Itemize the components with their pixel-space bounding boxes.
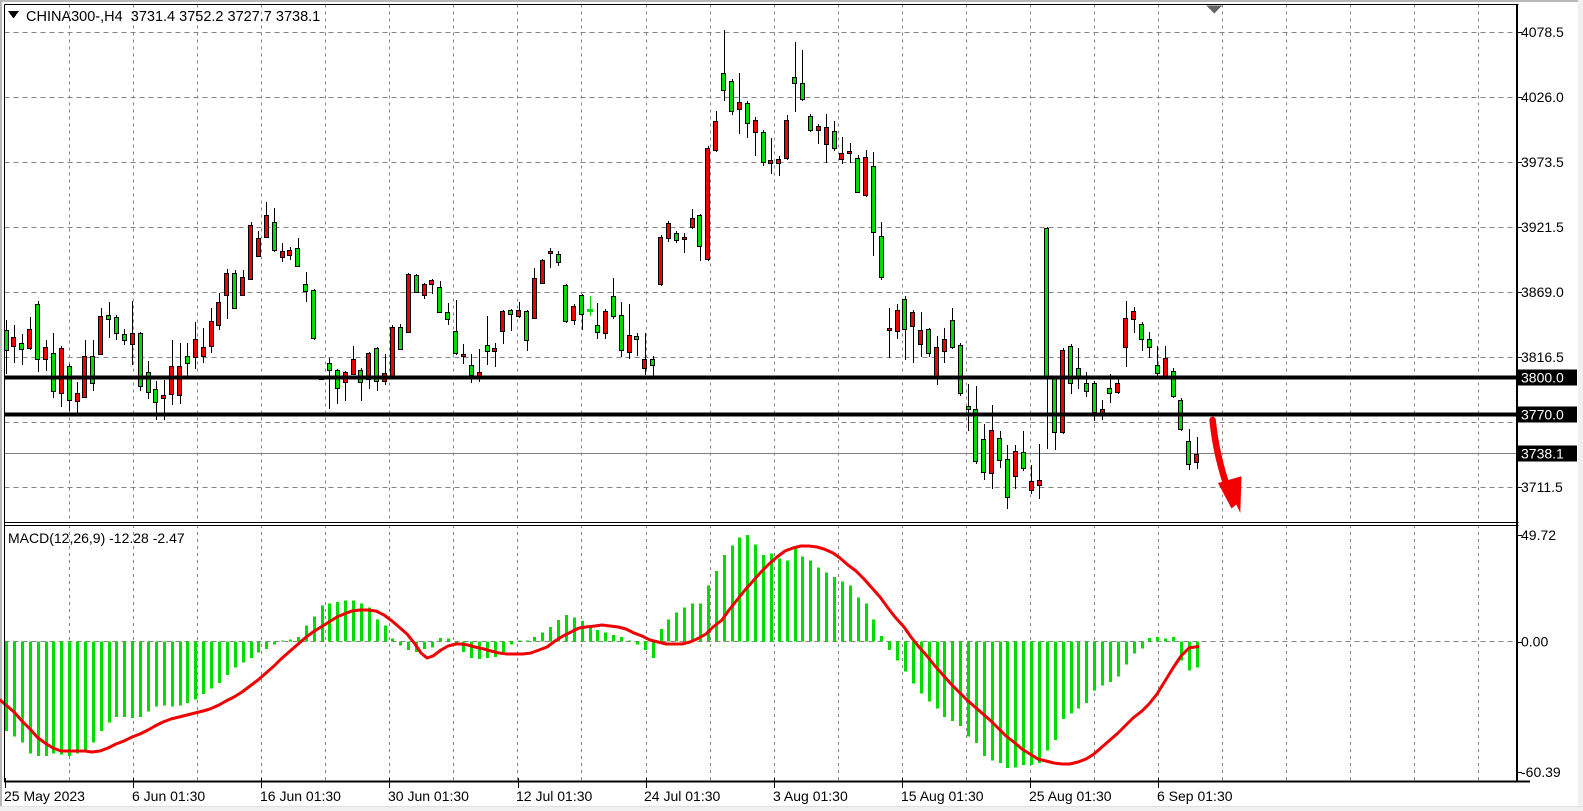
svg-text:15 Aug 01:30: 15 Aug 01:30: [901, 788, 984, 804]
svg-text:12 Jul 01:30: 12 Jul 01:30: [516, 788, 592, 804]
svg-text:3 Aug 01:30: 3 Aug 01:30: [773, 788, 848, 804]
svg-text:6 Jun 01:30: 6 Jun 01:30: [132, 788, 205, 804]
svg-text:4026.0: 4026.0: [1521, 89, 1564, 105]
svg-text:25 May 2023: 25 May 2023: [4, 788, 85, 804]
svg-text:3869.0: 3869.0: [1521, 284, 1564, 300]
svg-text:30 Jun 01:30: 30 Jun 01:30: [388, 788, 469, 804]
svg-text:-60.39: -60.39: [1521, 764, 1561, 780]
svg-text:25 Aug 01:30: 25 Aug 01:30: [1029, 788, 1112, 804]
svg-text:3711.5: 3711.5: [1521, 479, 1563, 495]
svg-text:6 Sep 01:30: 6 Sep 01:30: [1157, 788, 1233, 804]
svg-text:3816.5: 3816.5: [1521, 349, 1564, 365]
svg-text:3738.1: 3738.1: [1521, 446, 1564, 462]
svg-text:3973.5: 3973.5: [1521, 154, 1564, 170]
svg-text:24 Jul 01:30: 24 Jul 01:30: [644, 788, 720, 804]
svg-text:CHINA300-,H4 3731.4 3752.2 37: CHINA300-,H4 3731.4 3752.2 3727.7 3738.1: [26, 9, 320, 25]
svg-text:4078.5: 4078.5: [1521, 24, 1564, 40]
svg-text:0.00: 0.00: [1521, 634, 1548, 650]
svg-text:3800.0: 3800.0: [1521, 370, 1564, 386]
svg-text:49.72: 49.72: [1521, 527, 1556, 543]
svg-text:MACD(12,26,9) -12.28 -2.47: MACD(12,26,9) -12.28 -2.47: [8, 530, 185, 546]
svg-text:3921.5: 3921.5: [1521, 219, 1564, 235]
svg-text:3770.0: 3770.0: [1521, 407, 1564, 423]
svg-text:16 Jun 01:30: 16 Jun 01:30: [260, 788, 341, 804]
